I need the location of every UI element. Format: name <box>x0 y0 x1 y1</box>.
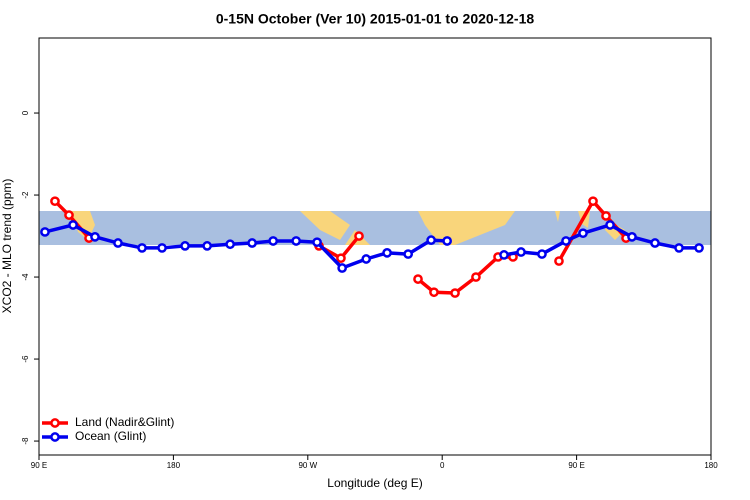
y-tick-label: -8 <box>21 437 30 445</box>
data-point <box>202 241 212 251</box>
data-point <box>180 241 190 251</box>
x-tick-label: 90 E <box>568 461 584 470</box>
data-point <box>426 235 436 245</box>
data-point <box>413 274 423 284</box>
data-point <box>68 220 78 230</box>
data-point <box>137 243 147 253</box>
x-axis-label: Longitude (deg E) <box>327 476 422 490</box>
data-point <box>382 248 392 258</box>
data-point <box>247 238 257 248</box>
data-point <box>403 249 414 259</box>
legend-label: Ocean (Glint) <box>75 429 146 443</box>
data-point <box>337 263 347 273</box>
data-point <box>605 220 615 230</box>
data-point <box>291 236 302 246</box>
data-point <box>674 243 684 253</box>
data-point <box>50 196 60 207</box>
data-point <box>225 239 235 250</box>
x-tick-label: 90 W <box>298 461 317 470</box>
data-point <box>113 238 123 248</box>
data-point <box>450 288 460 298</box>
data-point <box>588 196 598 207</box>
data-point <box>40 227 50 237</box>
data-point <box>354 231 364 241</box>
data-point <box>471 272 481 282</box>
data-point <box>442 236 452 246</box>
data-point <box>537 249 547 259</box>
data-point <box>157 243 167 253</box>
y-tick-label: -4 <box>21 273 30 281</box>
data-point <box>268 236 279 246</box>
data-point <box>361 254 372 264</box>
data-point <box>499 250 509 260</box>
data-point <box>64 210 74 220</box>
legend-marker <box>50 432 60 442</box>
x-tick-label: 90 E <box>31 461 47 470</box>
data-point <box>516 247 526 257</box>
x-tick-label: 0 <box>440 461 445 470</box>
chart-title: 0-15N October (Ver 10) 2015-01-01 to 202… <box>216 11 534 27</box>
legend-label: Land (Nadir&Glint) <box>75 415 174 429</box>
y-axis-label: XCO2 - MLO trend (ppm) <box>0 179 14 314</box>
y-tick-label: -2 <box>21 191 30 199</box>
data-point <box>561 236 571 246</box>
x-tick-label: 180 <box>704 461 718 470</box>
data-point <box>429 287 439 298</box>
plot-frame <box>38 37 712 456</box>
data-point <box>336 253 346 264</box>
data-point <box>627 232 637 242</box>
data-point <box>601 211 611 221</box>
data-point <box>554 256 564 266</box>
data-point <box>694 243 704 253</box>
data-point <box>578 228 588 239</box>
data-point <box>90 232 100 242</box>
y-tick-label: 0 <box>21 110 30 115</box>
y-tick-label: -6 <box>21 355 30 363</box>
x-tick-label: 180 <box>167 461 181 470</box>
data-point <box>312 237 322 248</box>
data-point <box>650 238 660 248</box>
legend-marker <box>50 418 60 428</box>
